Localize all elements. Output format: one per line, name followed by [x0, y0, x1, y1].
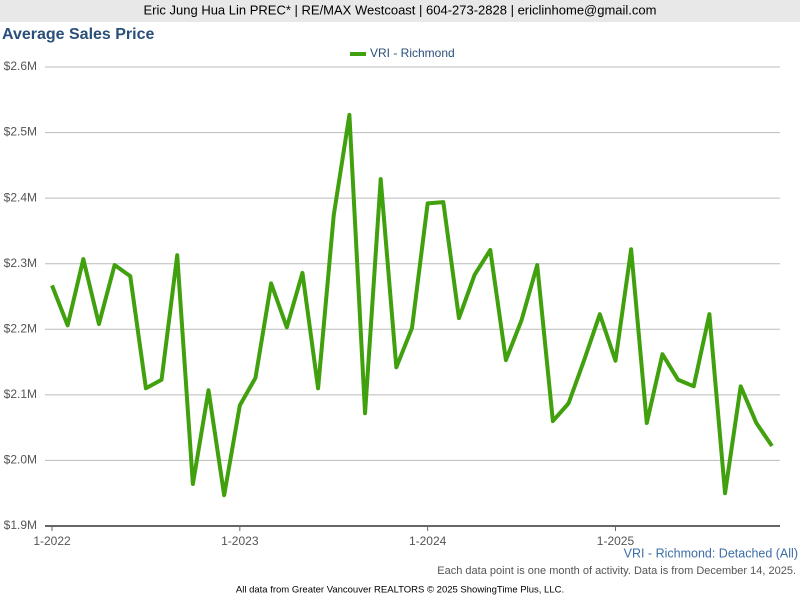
x-tick-label: 1-2022 — [33, 534, 71, 548]
y-tick-label: $2.3M — [4, 256, 37, 270]
y-tick-label: $2.6M — [4, 59, 37, 73]
legend-label: VRI - Richmond — [370, 46, 455, 60]
header-bar — [0, 0, 800, 22]
y-tick-label: $2.0M — [4, 453, 37, 467]
y-tick-label: $2.2M — [4, 321, 37, 335]
x-tick-label: 1-2025 — [597, 534, 635, 548]
note: Each data point is one month of activity… — [437, 565, 796, 577]
y-tick-label: $2.1M — [4, 387, 37, 401]
x-tick-label: 1-2024 — [409, 534, 447, 548]
line — [50, 112, 774, 498]
y-tick-label: $1.9M — [4, 518, 37, 532]
y-tick-label: $2.4M — [4, 190, 37, 204]
caption: VRI - Richmond: Detached (All) — [624, 546, 798, 560]
x-tick-label: 1-2023 — [221, 534, 259, 548]
chart-title: Average Sales Price — [2, 26, 155, 43]
header-text: Eric Jung Hua Lin PREC* | RE/MAX Westcoa… — [144, 2, 657, 17]
source: All data from Greater Vancouver REALTORS… — [236, 585, 564, 596]
y-tick-label: $2.5M — [4, 125, 37, 139]
